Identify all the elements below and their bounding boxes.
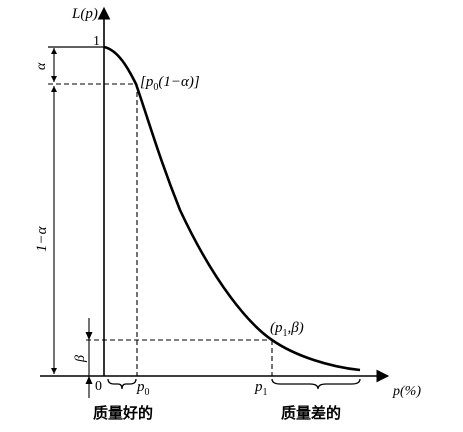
y-top-tick-label: 1 [93,34,100,49]
x-axis-label: p(%) [392,384,421,399]
oc-curve [103,45,361,372]
beta-dimension [85,318,93,398]
origin-label: 0 [95,379,102,394]
p1-tick-label: p1 [254,379,268,398]
point-a-label: [p0(1−α)] [140,74,200,93]
y-axis-label: L(p) [71,6,98,22]
one-minus-alpha-dimension [51,86,57,374]
p0-tick-label: p0 [136,379,150,398]
one-minus-alpha-label: 1−α [34,225,50,252]
alpha-label: α [34,62,49,70]
beta-label: β [73,355,88,363]
point-b-label: (p1,β) [270,320,304,339]
good-quality-label: 质量好的 [93,404,153,422]
alpha-dimension [51,48,57,82]
good-quality-brace [107,378,137,390]
poor-quality-label: 质量差的 [281,404,341,422]
poor-quality-brace [271,378,361,390]
